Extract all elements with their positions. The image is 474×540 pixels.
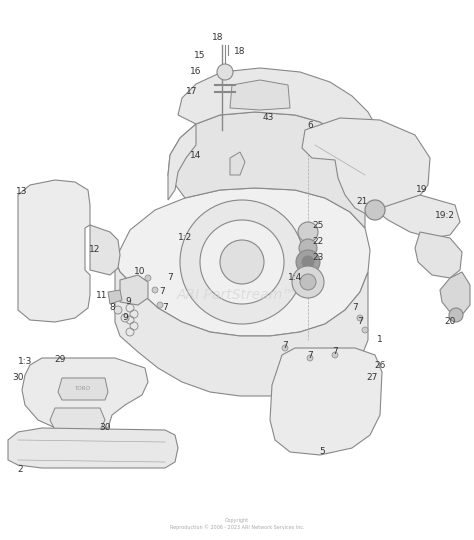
Polygon shape [168,124,196,200]
Circle shape [300,274,316,290]
Text: 29: 29 [55,355,66,364]
Text: 1:3: 1:3 [18,357,32,367]
Text: 30: 30 [12,374,24,382]
Polygon shape [440,272,470,315]
Circle shape [332,352,338,358]
Text: 1:4: 1:4 [288,273,302,282]
Circle shape [307,355,313,361]
Text: 7: 7 [159,287,165,296]
Circle shape [217,64,233,80]
Circle shape [302,256,314,268]
Polygon shape [168,112,365,228]
Polygon shape [375,195,460,238]
Text: 9: 9 [122,314,128,322]
Text: 18: 18 [212,33,224,43]
Circle shape [114,306,122,314]
Text: Copyright
Reproduction © 2006 - 2023 ARI Network Services Inc.: Copyright Reproduction © 2006 - 2023 ARI… [170,518,304,530]
Polygon shape [120,275,148,305]
Circle shape [200,220,284,304]
Polygon shape [415,232,462,278]
Text: 7: 7 [332,348,338,356]
Polygon shape [18,180,90,322]
Circle shape [299,239,317,257]
Circle shape [145,275,151,281]
Text: 1:2: 1:2 [178,233,192,242]
Text: 19: 19 [416,186,428,194]
Text: TORO: TORO [75,387,91,392]
Text: 11: 11 [96,291,108,300]
Polygon shape [50,408,105,430]
Circle shape [449,308,463,322]
Polygon shape [192,228,225,260]
Text: 2: 2 [17,465,23,475]
Polygon shape [115,188,370,336]
Circle shape [292,266,324,298]
Text: 19:2: 19:2 [435,211,455,219]
Text: 7: 7 [282,341,288,349]
Polygon shape [115,260,368,396]
Text: 12: 12 [89,246,100,254]
Polygon shape [230,152,245,175]
Text: 16: 16 [190,68,202,77]
Polygon shape [8,428,178,468]
Circle shape [152,287,158,293]
Text: 8: 8 [109,303,115,313]
Polygon shape [58,378,108,400]
Text: 30: 30 [99,423,111,433]
Text: 10: 10 [134,267,146,276]
Circle shape [357,315,363,321]
Text: 27: 27 [366,374,378,382]
Circle shape [282,345,288,351]
Text: ARI PartStream™: ARI PartStream™ [177,288,297,302]
Circle shape [180,200,304,324]
Polygon shape [90,225,120,275]
Circle shape [157,302,163,308]
Text: 7: 7 [162,303,168,313]
Text: 7: 7 [352,303,358,313]
Text: 15: 15 [194,51,206,59]
Text: 13: 13 [16,187,28,197]
Text: 25: 25 [312,220,324,230]
Polygon shape [22,358,148,430]
Text: 26: 26 [374,361,386,369]
Circle shape [296,250,320,274]
Text: 14: 14 [191,151,202,159]
Text: 7: 7 [167,273,173,282]
Text: 7: 7 [307,350,313,360]
Text: 21: 21 [356,198,368,206]
Text: 9: 9 [125,298,131,307]
Circle shape [121,314,129,322]
Polygon shape [108,290,122,304]
Polygon shape [302,118,430,215]
Text: 43: 43 [262,113,273,123]
Text: 6: 6 [307,120,313,130]
Polygon shape [230,80,290,110]
Text: 1: 1 [377,335,383,345]
Polygon shape [178,68,380,170]
Polygon shape [270,348,382,455]
Text: 18: 18 [234,48,246,57]
Circle shape [365,200,385,220]
Text: 23: 23 [312,253,324,262]
Text: 5: 5 [319,448,325,456]
Text: 7: 7 [357,318,363,327]
Text: 17: 17 [186,87,198,97]
Text: 22: 22 [312,238,324,246]
Circle shape [220,240,264,284]
Circle shape [362,327,368,333]
Text: 20: 20 [444,318,456,327]
Circle shape [298,222,318,242]
